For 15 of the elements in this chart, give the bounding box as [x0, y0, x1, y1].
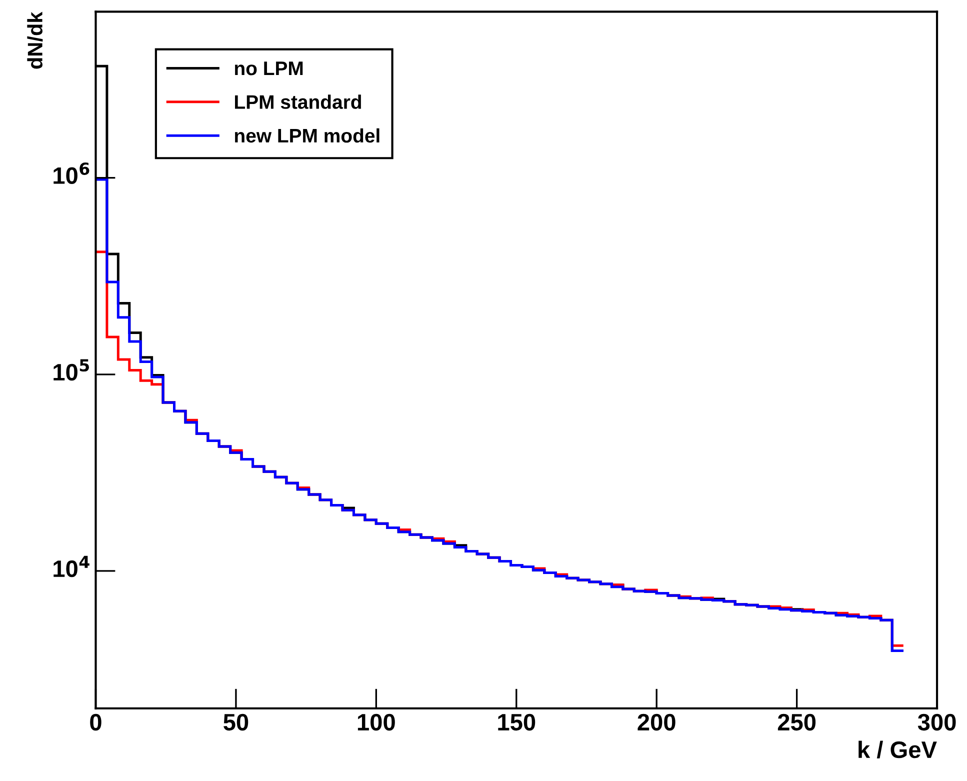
x-tick-label: 300: [918, 714, 956, 731]
x-tick-label: 100: [358, 714, 395, 731]
legend-label: LPM standard: [235, 94, 361, 109]
legend-label: new LPM model: [234, 128, 380, 143]
x-tick-label: 200: [638, 714, 676, 731]
x-tick-label: 50: [224, 714, 248, 731]
y-tick-label: 10$^{5}$: [54, 359, 89, 381]
x-tick-label: 0: [90, 714, 102, 731]
x-axis-title: k / GeV: [858, 740, 937, 758]
x-tick-label: 150: [498, 714, 536, 731]
y-tick-label: 10$^{6}$: [54, 162, 90, 184]
x-tick-label: 250: [778, 714, 816, 731]
y-axis-title: dN/dk: [27, 12, 43, 69]
legend-label: no LPM: [234, 62, 303, 76]
y-tick-label: 10$^{4}$: [54, 556, 90, 578]
